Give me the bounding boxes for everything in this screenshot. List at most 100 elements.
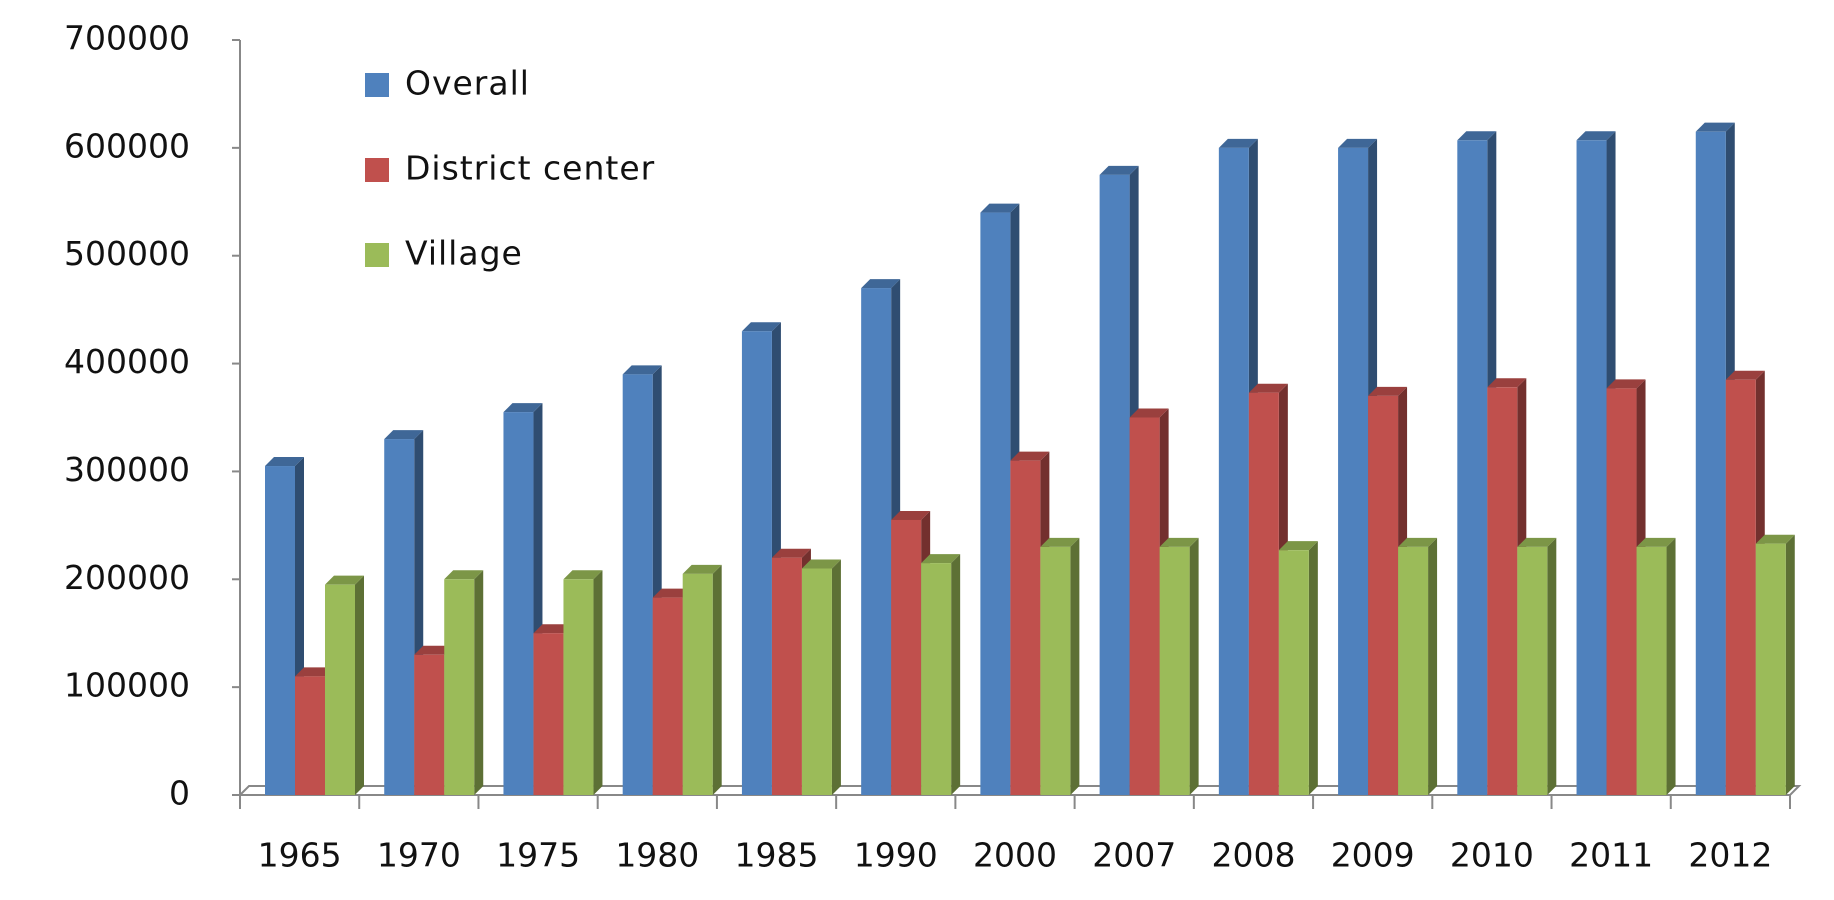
bar (1159, 537, 1199, 795)
x-tick-label: 1975 (496, 836, 580, 875)
bar (921, 554, 961, 795)
bar-top (503, 403, 543, 413)
bar-top (1695, 122, 1735, 132)
bar-front (325, 584, 355, 795)
bar-side (474, 570, 484, 795)
bar-front (652, 597, 683, 795)
bar-front (1755, 543, 1786, 795)
bar-top (384, 430, 424, 440)
y-tick-label: 500000 (64, 234, 190, 273)
bar-top (1338, 138, 1378, 148)
bar-front (1398, 546, 1429, 795)
bar-top (1368, 386, 1408, 396)
bar-front (1159, 546, 1190, 795)
bar-top (444, 570, 484, 580)
bar-top (563, 570, 603, 580)
bar-top (1457, 131, 1497, 141)
bar-front (1338, 147, 1369, 795)
bar-side (1428, 537, 1438, 795)
bar-front (1457, 140, 1488, 796)
bar-side (712, 564, 722, 795)
bar-side (1308, 541, 1318, 795)
bar-front (891, 519, 922, 795)
x-tick-label: 1970 (377, 836, 461, 875)
bar-side (1189, 537, 1199, 795)
legend-label: Overall (405, 64, 530, 103)
bar (325, 575, 364, 795)
bar-top (265, 457, 304, 467)
y-tick-label: 700000 (64, 19, 190, 58)
bar (1040, 537, 1080, 795)
bar-top (682, 564, 722, 574)
bar-front (414, 654, 445, 795)
bar-front (1606, 388, 1637, 795)
bar-front (741, 331, 772, 795)
bar-side (593, 570, 603, 795)
bar-top (921, 554, 961, 564)
bar-front (1725, 379, 1756, 795)
bar-side (1785, 534, 1795, 795)
bar-front (1517, 546, 1548, 795)
bar-front (1695, 131, 1726, 795)
x-tick-label: 2000 (973, 836, 1057, 875)
bar-front (1218, 147, 1249, 795)
bar (622, 365, 662, 795)
bar-top (1159, 537, 1199, 547)
bar-top (325, 575, 364, 585)
y-tick-label: 600000 (64, 126, 190, 165)
bar-front (295, 676, 325, 795)
bar-front (771, 557, 802, 795)
bar-top (1755, 534, 1795, 544)
bar (682, 564, 722, 795)
bar-front (801, 568, 832, 795)
bar-front (563, 579, 594, 795)
bar-top (1606, 379, 1646, 389)
bar-top (1218, 138, 1258, 148)
bar-side (1547, 537, 1557, 795)
bar (563, 570, 603, 795)
bar-top (1099, 165, 1139, 175)
bar-side (1666, 537, 1676, 795)
x-tick-label: 1990 (854, 836, 938, 875)
bar-top (414, 645, 454, 655)
bar-top (652, 588, 692, 598)
bar (1755, 534, 1795, 795)
legend-label: District center (405, 149, 655, 188)
bar-front (1129, 417, 1160, 795)
x-tick-label: 2008 (1211, 836, 1295, 875)
bar-front (444, 579, 475, 795)
x-tick-label: 2009 (1331, 836, 1415, 875)
bar (1517, 537, 1557, 795)
bar-top (622, 365, 662, 375)
bar-front (921, 563, 952, 795)
bar (801, 559, 841, 795)
y-tick-label: 0 (169, 774, 190, 813)
bar-front (622, 374, 653, 795)
legend-swatch (365, 243, 389, 267)
bar-top (295, 667, 334, 677)
bar-top (1040, 537, 1080, 547)
y-tick-label: 300000 (64, 450, 190, 489)
bar-top (1725, 370, 1765, 380)
bar-front (1099, 174, 1130, 796)
bar-front (533, 633, 564, 795)
bar (1278, 541, 1318, 795)
x-tick-label: 2010 (1450, 836, 1534, 875)
bar-top (1010, 451, 1050, 461)
bar-front (1576, 140, 1607, 796)
bar-top (980, 203, 1020, 213)
y-tick-label: 400000 (64, 342, 190, 381)
bar-top (771, 548, 811, 558)
y-tick-label: 200000 (64, 558, 190, 597)
bar-side (1070, 537, 1080, 795)
bar-top (1636, 537, 1676, 547)
bar (1636, 537, 1676, 795)
bar-top (1129, 408, 1169, 418)
x-tick-label: 2012 (1688, 836, 1772, 875)
bar-top (533, 624, 573, 634)
bar-front (1636, 546, 1667, 795)
bar-top (741, 322, 781, 332)
bar-top (1576, 131, 1616, 141)
bar-top (861, 279, 901, 289)
x-tick-label: 1985 (735, 836, 819, 875)
